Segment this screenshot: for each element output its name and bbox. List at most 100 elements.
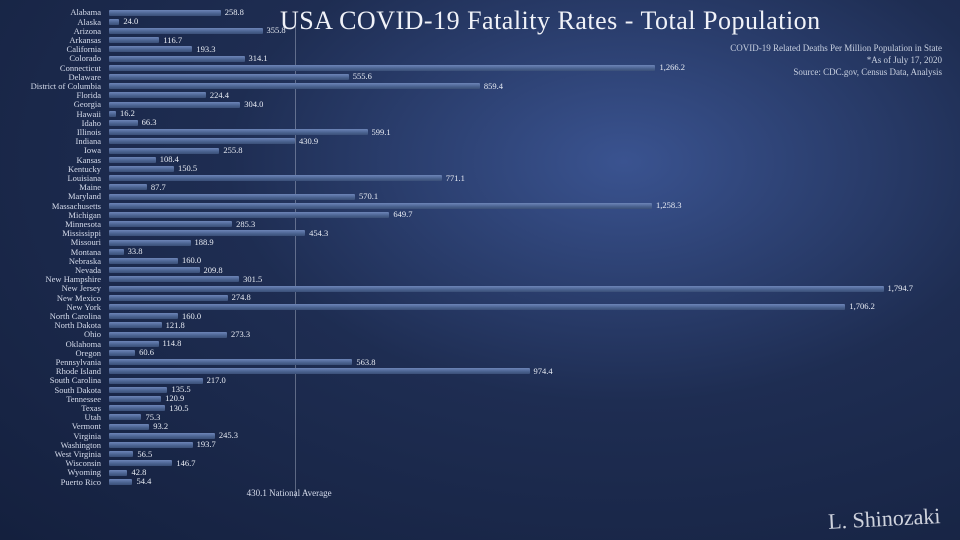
bar xyxy=(109,111,116,117)
bar-zone: 193.7 xyxy=(105,440,960,449)
state-row: Massachusetts1,258.3 xyxy=(0,201,960,210)
bar xyxy=(109,102,240,108)
bar xyxy=(109,212,389,218)
bar-zone: 87.7 xyxy=(105,183,960,192)
state-label: Wyoming xyxy=(0,468,105,477)
state-row: South Dakota135.5 xyxy=(0,385,960,394)
state-label: Ohio xyxy=(0,330,105,339)
state-label: Iowa xyxy=(0,146,105,155)
state-row: Mississippi454.3 xyxy=(0,229,960,238)
bar-zone: 24.0 xyxy=(105,17,960,26)
bar xyxy=(109,166,174,172)
bar-zone: 130.5 xyxy=(105,404,960,413)
bar xyxy=(109,341,159,347)
bar-value: 245.3 xyxy=(219,431,238,440)
bar xyxy=(109,240,191,246)
state-row: Ohio 273.3 xyxy=(0,330,960,339)
state-row: District of Columbia859.4 xyxy=(0,82,960,91)
state-label: Massachusetts xyxy=(0,202,105,211)
bar-zone: 355.8 xyxy=(105,26,960,35)
bar-zone: 255.8 xyxy=(105,146,960,155)
state-row: Michigan649.7 xyxy=(0,210,960,219)
state-row: Connecticut1,266.2 xyxy=(0,63,960,72)
bar-zone: 217.0 xyxy=(105,376,960,385)
bar xyxy=(109,92,206,98)
bar-value: 555.6 xyxy=(353,72,372,81)
state-label: Nebraska xyxy=(0,257,105,266)
bar-value: 16.2 xyxy=(120,109,135,118)
bar-value: 60.6 xyxy=(139,348,154,357)
bar-value: 301.5 xyxy=(243,275,262,284)
bar-value: 150.5 xyxy=(178,164,197,173)
bar xyxy=(109,138,295,144)
bar-value: 188.9 xyxy=(195,238,214,247)
bar xyxy=(109,295,228,301)
bar-value: 859.4 xyxy=(484,82,503,91)
bar xyxy=(109,203,652,209)
bar-value: 563.8 xyxy=(356,358,375,367)
bar-zone: 209.8 xyxy=(105,266,960,275)
bar-zone: 135.5 xyxy=(105,385,960,394)
state-row: Kentucky 150.5 xyxy=(0,164,960,173)
bar-value: 66.3 xyxy=(142,118,157,127)
bar xyxy=(109,148,219,154)
bar-zone: 150.5 xyxy=(105,164,960,173)
bar-zone: 563.8 xyxy=(105,358,960,367)
bar-value: 193.7 xyxy=(197,440,216,449)
bar xyxy=(109,479,132,485)
state-row: North Dakota121.8 xyxy=(0,321,960,330)
state-row: South Carolina217.0 xyxy=(0,376,960,385)
bar-zone: 301.5 xyxy=(105,275,960,284)
state-row: Colorado314.1 xyxy=(0,54,960,63)
bar-zone: 56.5 xyxy=(105,450,960,459)
state-label: Kansas xyxy=(0,156,105,165)
bar-value: 649.7 xyxy=(393,210,412,219)
bar-zone: 116.7 xyxy=(105,36,960,45)
bar xyxy=(109,470,127,476)
state-row: Virginia245.3 xyxy=(0,431,960,440)
bar-value: 355.8 xyxy=(267,26,286,35)
state-label: Kentucky xyxy=(0,165,105,174)
bar-value: 454.3 xyxy=(309,229,328,238)
bar-zone: 66.3 xyxy=(105,118,960,127)
state-row: Kansas108.4 xyxy=(0,155,960,164)
bar-value: 285.3 xyxy=(236,220,255,229)
bar-value: 273.3 xyxy=(231,330,250,339)
bar-zone: 555.6 xyxy=(105,72,960,81)
state-label: Puerto Rico xyxy=(0,478,105,487)
state-row: Oregon60.6 xyxy=(0,348,960,357)
bar xyxy=(109,10,221,16)
bar-value: 114.8 xyxy=(163,339,182,348)
state-row: Montana33.8 xyxy=(0,247,960,256)
state-row: Rhode Island974.4 xyxy=(0,367,960,376)
state-row: Minnesota285.3 xyxy=(0,220,960,229)
bar xyxy=(109,267,200,273)
state-row: Florida224.4 xyxy=(0,91,960,100)
state-label: Maryland xyxy=(0,192,105,201)
bar-zone: 273.3 xyxy=(105,330,960,339)
bar xyxy=(109,368,530,374)
state-label: Delaware xyxy=(0,73,105,82)
bar xyxy=(109,433,215,439)
state-label: Colorado xyxy=(0,54,105,63)
bar xyxy=(109,378,203,384)
bar-chart: Alabama258.8Alaska24.0Arizona355.8Arkans… xyxy=(0,8,960,528)
bar xyxy=(109,313,178,319)
bar-zone: 859.4 xyxy=(105,82,960,91)
bar xyxy=(109,120,138,126)
bar xyxy=(109,184,147,190)
bar xyxy=(109,387,167,393)
state-label: Arizona xyxy=(0,27,105,36)
bar-zone: 974.4 xyxy=(105,367,960,376)
bar xyxy=(109,56,245,62)
bar-value: 160.0 xyxy=(182,256,201,265)
bar-value: 974.4 xyxy=(534,367,553,376)
bar xyxy=(109,359,352,365)
bar-value: 130.5 xyxy=(169,404,188,413)
state-label: Connecticut xyxy=(0,64,105,73)
state-label: New Jersey xyxy=(0,284,105,293)
state-row: Alabama258.8 xyxy=(0,8,960,17)
bar xyxy=(109,451,133,457)
state-row: Pennsylvania563.8 xyxy=(0,358,960,367)
bar-zone: 258.8 xyxy=(105,8,960,17)
